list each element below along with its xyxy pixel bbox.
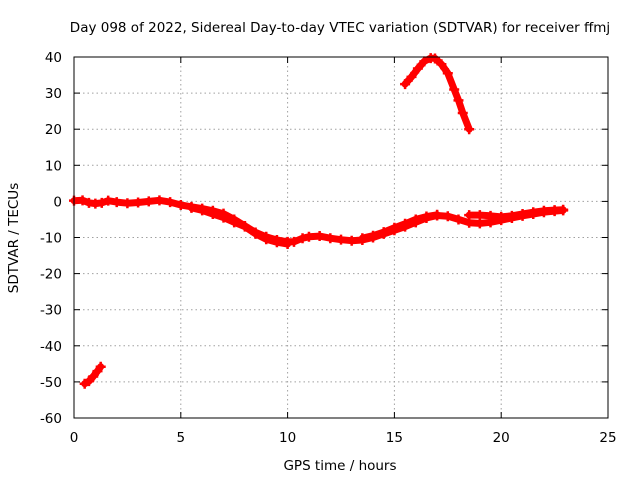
data-point	[207, 209, 218, 220]
data-point	[517, 209, 528, 220]
series-positive-arc	[400, 53, 475, 135]
x-tick-label: 20	[493, 430, 510, 446]
x-tick-label: 0	[70, 430, 79, 446]
data-point	[474, 210, 485, 221]
data-point	[261, 234, 272, 245]
data-point	[464, 124, 475, 135]
series-late-band	[357, 209, 443, 244]
plot-frame	[73, 56, 609, 419]
data-point	[218, 212, 229, 223]
data-point	[95, 361, 106, 372]
data-point	[400, 218, 411, 229]
y-tick-label: -10	[40, 231, 62, 247]
y-axis-label: SDTVAR / TECUs	[6, 183, 22, 293]
data-point	[436, 59, 447, 70]
data-point	[165, 197, 176, 208]
data-point	[133, 197, 144, 208]
y-tick-label: -30	[40, 303, 62, 319]
data-point	[453, 95, 464, 106]
data-point	[271, 237, 282, 248]
x-tick-label: 10	[279, 430, 296, 446]
chart-title: Day 098 of 2022, Sidereal Day-to-day VTE…	[70, 20, 610, 36]
data-point	[77, 195, 88, 206]
series-line	[465, 206, 567, 221]
data-point	[410, 214, 421, 225]
data-point	[432, 209, 443, 220]
x-axis-tick-labels: 0 5 10 15 20 25	[70, 430, 617, 446]
x-tick-label: 5	[177, 430, 186, 446]
y-tick-label: -40	[40, 339, 62, 355]
data-point	[457, 107, 468, 118]
data-point	[250, 228, 261, 239]
y-tick-label: 40	[45, 50, 62, 66]
y-tick-label: 30	[45, 86, 62, 102]
data-point	[449, 84, 460, 95]
series-evening-band	[464, 204, 569, 222]
data-point	[197, 205, 208, 216]
y-tick-label: 20	[45, 122, 62, 138]
data-point	[154, 195, 165, 206]
data-point	[111, 197, 122, 208]
data-point	[538, 205, 549, 216]
data-point	[389, 222, 400, 233]
x-tick-label: 25	[599, 430, 616, 446]
series-secondary-band	[186, 202, 293, 249]
data-point	[368, 230, 379, 241]
data-point	[419, 56, 430, 67]
data-point	[485, 210, 496, 221]
grid-lines	[74, 57, 608, 418]
data-point	[143, 196, 154, 207]
data-point	[303, 231, 314, 242]
y-tick-label: -60	[40, 411, 62, 427]
data-point	[442, 68, 453, 79]
data-point	[406, 71, 417, 82]
data-point	[464, 210, 475, 221]
data-point	[122, 198, 133, 209]
data-point	[496, 211, 507, 222]
data-point	[528, 207, 539, 218]
data-point	[325, 233, 336, 244]
data-point	[506, 210, 517, 221]
series-line	[188, 204, 292, 248]
x-tick-label: 15	[386, 430, 403, 446]
data-point	[346, 235, 357, 246]
data-point	[357, 233, 368, 244]
data-point	[549, 205, 560, 216]
data-point	[412, 63, 423, 74]
x-axis-label: GPS time / hours	[283, 458, 396, 474]
data-point	[186, 202, 197, 213]
data-point	[103, 195, 114, 206]
data-point	[453, 214, 464, 225]
data-point	[88, 371, 99, 382]
data-point	[558, 204, 569, 215]
y-axis-tick-labels: -60 -50 -40 -30 -20 -10 0 10 20 30 40	[40, 50, 62, 427]
data-point	[96, 197, 107, 208]
data-point	[239, 221, 250, 232]
data-point	[282, 238, 293, 249]
y-tick-label: -50	[40, 375, 62, 391]
data-series	[69, 53, 569, 389]
y-tick-label: -20	[40, 267, 62, 283]
data-point	[378, 227, 389, 238]
data-point	[297, 233, 308, 244]
y-tick-label: 0	[53, 194, 62, 210]
data-point	[400, 79, 411, 90]
series-early-negative-branch	[79, 361, 106, 389]
data-point	[229, 217, 240, 228]
data-point	[429, 53, 440, 64]
data-point	[175, 200, 186, 211]
data-point	[421, 211, 432, 222]
data-point	[442, 211, 453, 222]
data-point	[289, 236, 300, 247]
y-tick-label: 10	[45, 158, 62, 174]
data-point	[336, 234, 346, 245]
data-point	[314, 231, 325, 242]
series-main-band	[69, 195, 569, 247]
